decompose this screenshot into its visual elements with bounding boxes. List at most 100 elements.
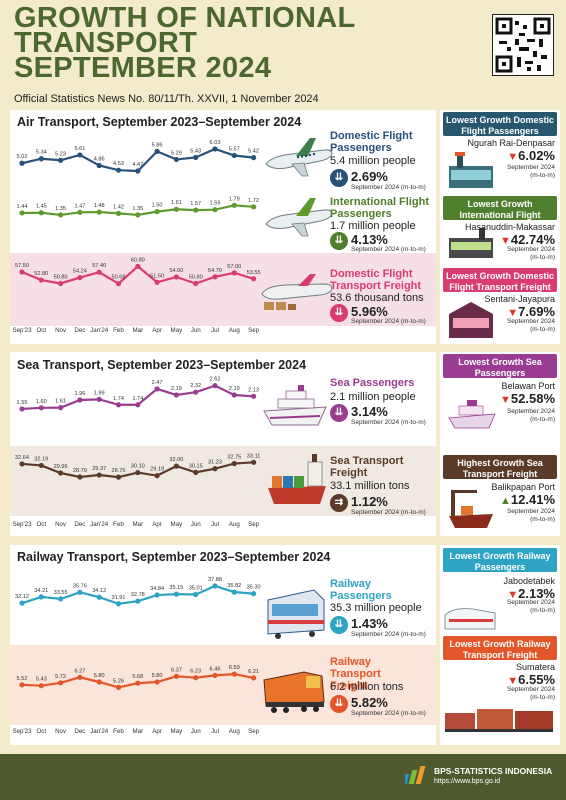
data-label: 2.13 [248, 387, 259, 393]
data-point [154, 679, 160, 685]
data-label: 5.43 [190, 148, 201, 154]
train-icon [444, 608, 496, 630]
plane-icon [265, 198, 333, 237]
data-point [77, 209, 83, 215]
x-tick-label: Oct [36, 327, 46, 334]
data-label: 57.40 [92, 263, 106, 269]
data-point [135, 263, 141, 269]
summary-percent: 1.12% [351, 494, 388, 509]
data-label: 29.19 [150, 467, 164, 473]
highlight-note: September 2024 (m-to-m) [506, 508, 555, 523]
x-tick-label: Apr [152, 728, 162, 735]
summary-value: 5.4 million people [330, 155, 416, 167]
airport-building-icon [449, 228, 493, 258]
summary-percent: 5.82% [351, 695, 388, 710]
highlight-percent: ▼42.74% [443, 232, 555, 247]
page-title: GROWTH OF NATIONAL TRANSPORT SEPTEMBER 2… [14, 4, 356, 83]
data-point [173, 392, 179, 398]
qr-code[interactable] [492, 14, 554, 76]
data-point [96, 396, 102, 402]
highlight-percent-value: 6.55% [518, 672, 555, 687]
data-label: 1.57 [190, 201, 201, 207]
data-label: 1.74 [113, 396, 124, 402]
data-point [251, 393, 257, 399]
footer-url-link[interactable]: https://www.bps.go.id [434, 778, 501, 785]
data-label: 6.37 [171, 667, 182, 673]
data-point [96, 679, 102, 685]
data-point [77, 397, 83, 403]
right-panel-air [440, 110, 560, 344]
down-arrow-icon: ⇊ [330, 695, 348, 713]
data-label: 6.03 [210, 140, 221, 146]
data-point [231, 671, 237, 677]
data-point [77, 152, 83, 158]
x-tick-label: Feb [113, 327, 124, 334]
data-point [251, 459, 257, 465]
down-triangle-icon: ▼ [500, 235, 511, 247]
data-point [193, 154, 199, 161]
x-tick-label: Mar [132, 728, 143, 735]
cargo-plane-icon [261, 274, 333, 310]
x-tick-label: May [171, 521, 184, 528]
down-triangle-icon: ▼ [507, 675, 519, 687]
x-tick-label: Aug [229, 327, 241, 334]
data-label: 34.84 [150, 586, 164, 592]
x-tick-label: May [171, 728, 184, 735]
x-tick-label: Jul [211, 327, 219, 334]
data-label: 31.23 [208, 460, 222, 466]
data-point [115, 210, 122, 216]
highlight-header: Lowest Growth Railway Passengers [443, 548, 557, 572]
x-tick-label: Jun [191, 728, 202, 735]
highlight-place: Balikpapan Port [491, 482, 555, 492]
highlight-percent: ▼7.69% [443, 304, 555, 319]
data-point [251, 675, 257, 681]
data-label: 57.50 [15, 263, 29, 269]
port-crane-icon [449, 490, 493, 528]
x-tick-label: Jan'24 [90, 327, 109, 334]
highlight-note: September 2024 (m-to-m) [506, 686, 555, 701]
x-tick-label: Mar [132, 327, 143, 334]
data-point [251, 204, 257, 210]
train-icon [267, 589, 325, 639]
data-label: 53.55 [247, 270, 261, 276]
data-label: 54.24 [73, 269, 87, 275]
data-point [212, 383, 218, 389]
data-label: 32.78 [131, 592, 145, 598]
summary-value: 53.6 thousand tons [330, 292, 424, 304]
data-point [231, 152, 237, 159]
highlight-note: September 2024 (m-to-m) [506, 408, 555, 423]
highlight-place: Jabodetabek [503, 576, 555, 586]
data-point [173, 463, 179, 469]
data-point [77, 474, 83, 480]
highlight-percent: ▼6.02% [443, 148, 555, 163]
summary-name: Railway Transport Freight [330, 656, 381, 692]
x-tick-label: Jun [191, 521, 202, 528]
data-label: 34.12 [92, 588, 106, 594]
data-label: 6.27 [74, 668, 85, 674]
down-arrow-icon: ⇊ [330, 169, 348, 187]
data-point [193, 591, 199, 598]
data-label: 5.72 [55, 674, 66, 680]
data-label: 1.99 [94, 390, 105, 396]
data-point [19, 682, 25, 688]
data-point [135, 402, 141, 408]
data-point [19, 210, 25, 216]
freight-locomotive-icon [263, 671, 325, 713]
highlight-note: September 2024 (m-to-m) [506, 599, 555, 614]
up-arrow-icon: ⇉ [330, 494, 348, 512]
x-tick-label: Sep'23 [12, 728, 32, 735]
data-label: 2.32 [190, 383, 201, 389]
data-label: 1.48 [94, 203, 105, 209]
data-point [193, 389, 199, 395]
data-label: 33.11 [247, 453, 261, 459]
data-point [154, 279, 160, 285]
x-tick-label: Nov [55, 728, 67, 735]
highlight-note: September 2024 (m-to-m) [506, 318, 555, 333]
x-tick-label: Jan'24 [90, 728, 109, 735]
summary-name: Sea Transport Freight [330, 455, 404, 479]
data-point [19, 269, 25, 275]
data-label: 32.75 [227, 455, 241, 461]
data-label: 1.74 [132, 396, 143, 402]
data-label: 5.80 [152, 673, 163, 679]
x-tick-label: Apr [152, 327, 162, 334]
